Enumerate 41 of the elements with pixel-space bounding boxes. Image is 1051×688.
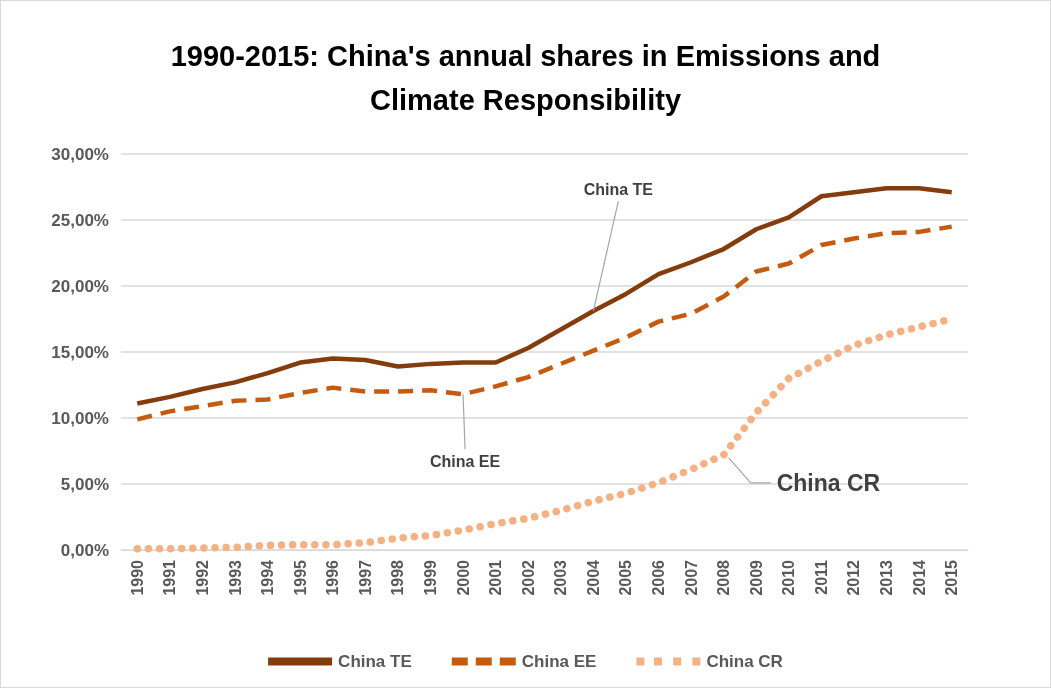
x-tick-label: 1993 [226, 559, 244, 596]
line-series [135, 224, 954, 422]
x-tick-label: 1997 [356, 559, 374, 596]
x-tick-label: 2007 [682, 559, 700, 596]
x-tick-label: 1991 [161, 559, 179, 596]
x-tick-label: 2002 [519, 559, 537, 596]
legend-label: China EE [521, 652, 597, 671]
legend-label: China CR [706, 652, 783, 671]
x-tick-label: 2005 [617, 559, 635, 596]
x-tick-label: 2006 [650, 559, 668, 596]
y-tick-label: 10,00% [51, 408, 109, 428]
y-tick-label: 25,00% [51, 210, 109, 230]
annotation: China TE [583, 180, 654, 198]
x-tick-label: 2015 [943, 559, 961, 596]
x-tick-label: 2000 [454, 559, 472, 596]
x-tick-label: 1995 [291, 559, 309, 596]
x-tick-label: 2012 [845, 559, 863, 596]
x-tick-label: 2014 [910, 559, 928, 596]
legend-label: China TE [338, 652, 412, 671]
chart-title: 1990-2015: China's annual shares in Emissions and Climate Responsibility [170, 40, 881, 116]
x-tick-label: 1999 [421, 559, 439, 596]
x-tick-label: 2011 [812, 559, 830, 595]
y-tick-label: 20,00% [51, 276, 109, 296]
y-tick-label: 0,00% [60, 540, 109, 560]
x-tick-label: 1996 [324, 559, 342, 596]
x-tick-label: 1998 [389, 559, 407, 596]
x-tick-label: 2008 [715, 559, 733, 596]
y-tick-label: 30,00% [51, 144, 109, 164]
annotation: China CR [776, 469, 881, 496]
x-tick-label: 2004 [584, 559, 602, 596]
x-tick-label: 1990 [128, 559, 146, 596]
x-tick-label: 2003 [552, 559, 570, 596]
y-tick-label: 15,00% [51, 342, 109, 362]
x-tick-label: 2009 [747, 559, 765, 596]
x-tick-label: 2001 [487, 559, 505, 596]
x-tick-label: 1992 [193, 559, 211, 596]
y-tick-label: 5,00% [60, 474, 109, 494]
annotation: China EE [429, 452, 501, 470]
x-tick-label: 2010 [780, 559, 798, 596]
x-tick-label: 1994 [259, 559, 277, 596]
x-tick-label: 2013 [878, 559, 896, 596]
